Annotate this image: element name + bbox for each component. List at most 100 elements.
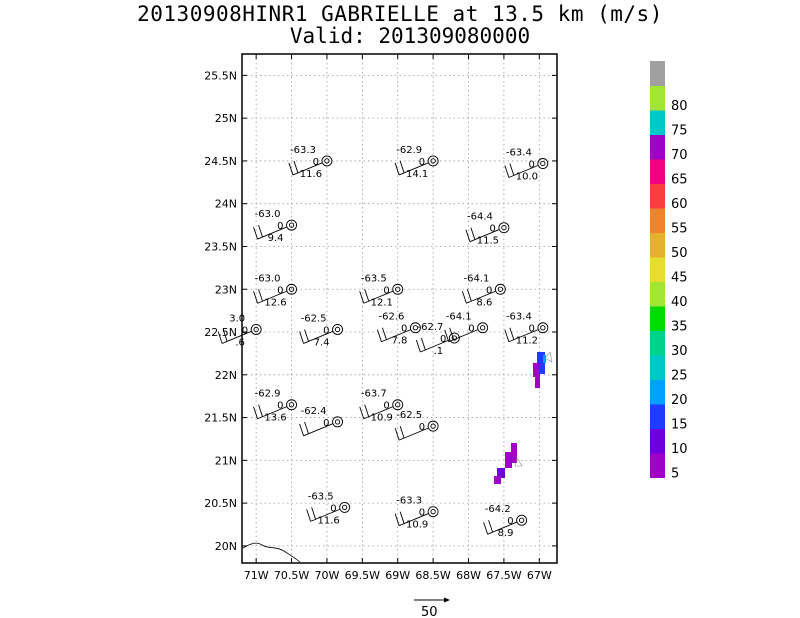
colorbar-segment <box>650 355 665 380</box>
station-ob-value: 0 <box>528 159 534 170</box>
wind-barb <box>258 404 263 417</box>
station-speed: 11.6 <box>318 515 340 526</box>
station-circle-outer <box>392 283 404 295</box>
station-circle-inner <box>395 402 401 408</box>
colorbar-segment <box>650 379 665 405</box>
y-tick-label: 21.5N <box>204 412 237 425</box>
station-circle-outer <box>339 501 351 513</box>
colorbar-label: 20 <box>671 393 688 408</box>
wind-barb <box>504 329 510 342</box>
y-tick-label: 20N <box>215 540 237 553</box>
wind-barb <box>444 329 450 342</box>
wind-barb <box>359 406 365 419</box>
wind-barb <box>288 162 294 176</box>
station-speed: 14.1 <box>406 169 428 180</box>
colorbar-label: 5 <box>671 467 679 482</box>
station-plot: -62.607.8 <box>377 312 421 347</box>
station-circle-inner <box>412 325 419 331</box>
station-ob-value: 0 <box>507 516 513 527</box>
colorbar-label: 35 <box>671 320 688 335</box>
station-plot: -62.50 <box>394 410 439 441</box>
station-ob-value: 0 <box>242 325 248 336</box>
station-temperature: -63.7 <box>361 389 387 400</box>
station-ob-value: 0 <box>277 221 283 232</box>
station-speed: 10.9 <box>371 413 393 424</box>
colorbar-segment <box>650 306 665 331</box>
station-circle-outer <box>286 283 298 295</box>
x-tick-label: 69.5W <box>345 569 380 582</box>
station-circle-outer <box>409 322 421 334</box>
colorbar-label: 25 <box>671 369 688 384</box>
x-tick-label: 67.5W <box>486 569 521 582</box>
wind-barb <box>382 327 387 340</box>
station-plot: -64.108.6 <box>461 273 506 308</box>
station-circle-outer <box>448 332 460 344</box>
wind-barb <box>504 165 510 178</box>
colorbar-label: 30 <box>671 344 688 359</box>
station-circle-inner <box>540 325 546 331</box>
station-circle-inner <box>430 423 436 429</box>
wind-barb <box>394 162 400 176</box>
colorbar-segment <box>650 208 665 233</box>
station-temperature: -62.9 <box>396 145 422 156</box>
colorbar-segment <box>650 110 665 135</box>
wind-barb <box>304 421 309 434</box>
station-temperature: 3.0 <box>229 313 245 324</box>
wind-barb <box>299 423 304 436</box>
y-axis-ticks: 20N 20.5N 21N 21.5N 22N 22.5N 23N 23.5N 24N 24.5N… <box>204 69 557 553</box>
station-temperature: -63.5 <box>308 491 334 502</box>
colorbar-segment <box>650 281 665 307</box>
station-circle-outer <box>498 222 510 234</box>
station-temperature: -64.4 <box>467 212 493 223</box>
wind-barb <box>217 331 223 344</box>
grid <box>242 54 557 563</box>
station-circle-inner <box>253 326 259 333</box>
station-circle-outer <box>286 399 298 411</box>
wind-barb <box>415 339 421 353</box>
station-speed: 11.2 <box>516 336 538 347</box>
colorbar-label: 50 <box>671 246 688 261</box>
station-ob-value: 0 <box>401 324 407 335</box>
wind-barb <box>483 522 489 535</box>
station-ob-value: 0 <box>323 325 329 336</box>
wind-barb <box>470 227 476 240</box>
x-tick-label: 70W <box>315 569 340 582</box>
station-circle-inner <box>288 286 295 292</box>
station-ob-value: 0 <box>313 157 319 168</box>
station-circle-outer <box>332 324 344 335</box>
wind-barb <box>461 291 467 304</box>
wind-barb <box>377 329 382 342</box>
reference-vector: 50 <box>414 597 450 618</box>
station-ob-value: 0 <box>528 324 534 335</box>
station-circle-outer <box>494 283 506 295</box>
station-speed: 10.9 <box>406 520 428 531</box>
wind-barb <box>306 509 312 522</box>
station-circle-inner <box>395 286 401 292</box>
colorbar-label: 15 <box>671 418 688 433</box>
wind-barb <box>253 291 258 304</box>
colorbar-label: 60 <box>671 197 688 212</box>
station-circle-inner <box>324 158 330 164</box>
station-ob-value: 0 <box>277 401 283 412</box>
wind-barb <box>465 229 471 242</box>
colorbar-label: 70 <box>671 148 688 163</box>
y-tick-label: 22.5N <box>204 326 237 339</box>
colorbar-segment <box>650 330 665 356</box>
x-tick-label: 71W <box>244 569 269 582</box>
station-circle-inner <box>430 509 436 515</box>
wind-barb <box>399 160 405 174</box>
wind-barb <box>293 160 299 174</box>
station-circle-outer <box>427 420 439 432</box>
station-plot: -64.208.9 <box>483 504 528 539</box>
y-tick-label: 23N <box>215 283 237 296</box>
station-plot: 3.00.6 <box>217 313 262 348</box>
station-circle-outer <box>537 322 549 334</box>
station-plots: -63.3011.6-62.9014.1-63.4010.0-63.009.4-… <box>217 145 549 539</box>
y-tick-label: 21N <box>215 454 237 467</box>
